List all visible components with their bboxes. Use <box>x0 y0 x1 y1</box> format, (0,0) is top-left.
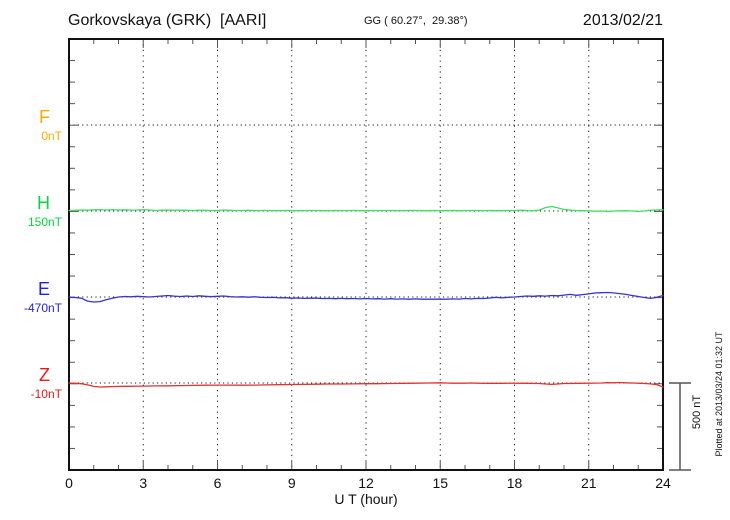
x-tick-label: 6 <box>213 475 222 491</box>
x-tick-label: 3 <box>139 475 148 491</box>
scale-bar <box>669 382 691 471</box>
channel-baseline-value-Z: -10nT <box>30 387 62 401</box>
x-axis-tick-labels: 0 3 6 9 12 15 18 21 24 <box>0 475 730 491</box>
x-tick-label: 18 <box>506 475 523 491</box>
channel-letter-E: E <box>37 279 50 299</box>
channel-letter-F: F <box>39 107 50 127</box>
x-tick-label: 9 <box>287 475 296 491</box>
trace-Z <box>68 381 664 388</box>
channel-baseline-value-E: -470nT <box>23 301 62 315</box>
channel-baseline-value-H: 150nT <box>27 215 62 229</box>
x-tick-label: 12 <box>358 475 374 491</box>
vertical-gridlines <box>142 39 590 470</box>
plot-date: 2013/02/21 <box>582 12 663 29</box>
scale-bar-label: 500 nT <box>691 394 703 430</box>
axis-ticks <box>68 39 664 470</box>
x-axis-title: U T (hour) <box>334 491 398 507</box>
channel-baseline-value-F: 0nT <box>41 129 62 143</box>
plot-frame <box>68 38 664 471</box>
geographic-coordinates: GG ( 60.27°, 29.38°) <box>364 15 468 27</box>
trace-H <box>68 205 664 213</box>
plotted-timestamp-note: Plotted at 2013/03/24 01:32 UT <box>714 331 724 457</box>
x-tick-label: 15 <box>432 475 449 491</box>
trace-E <box>68 291 664 303</box>
station-title: Gorkovskaya (GRK) [AARI] <box>68 12 267 29</box>
x-tick-label: 21 <box>580 475 597 491</box>
x-tick-label: 0 <box>65 475 73 491</box>
channel-letter-Z: Z <box>39 365 50 385</box>
channel-letter-H: H <box>37 193 50 213</box>
x-tick-label: 24 <box>655 475 671 491</box>
